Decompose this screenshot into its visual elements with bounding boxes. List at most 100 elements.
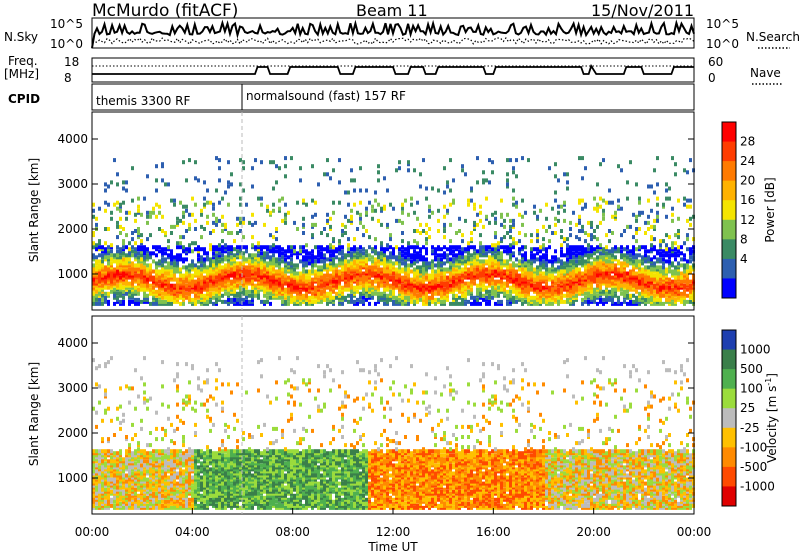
heatmap-cell (404, 271, 407, 276)
heatmap-cell (440, 267, 443, 272)
heatmap-cell (98, 289, 101, 294)
heatmap-cell (269, 255, 272, 260)
heatmap-cell (641, 245, 644, 250)
heatmap-cell (380, 283, 383, 288)
heatmap-cell (305, 249, 308, 254)
heatmap-cell (230, 231, 233, 235)
heatmap-cell (536, 281, 539, 286)
heatmap-cell (287, 287, 290, 292)
heatmap-cell (461, 233, 464, 238)
heatmap-cell (464, 285, 467, 290)
heatmap-cell (560, 275, 563, 280)
heatmap-cell (524, 251, 527, 256)
heatmap-cell (620, 291, 623, 296)
heatmap-cell (671, 249, 674, 254)
heatmap-cell (665, 297, 668, 302)
heatmap-cell (107, 291, 110, 296)
heatmap-cell (350, 214, 353, 219)
heatmap-cell (269, 249, 272, 254)
heatmap-cell (476, 255, 479, 260)
heatmap-cell (284, 202, 287, 207)
heatmap-cell (233, 283, 236, 288)
heatmap-cell (461, 239, 464, 244)
heatmap-cell (467, 283, 470, 288)
heatmap-cell (362, 224, 365, 229)
heatmap-cell (134, 297, 137, 302)
heatmap-cell (428, 261, 431, 266)
heatmap-cell (323, 273, 326, 278)
heatmap-cell (101, 267, 104, 272)
heatmap-cell (392, 283, 395, 288)
heatmap-cell (338, 257, 341, 262)
heatmap-cell (176, 289, 179, 294)
heatmap-cell (329, 297, 332, 302)
heatmap-cell (302, 293, 305, 298)
heatmap-cell (158, 259, 161, 264)
heatmap-cell (620, 267, 623, 272)
heatmap-cell (635, 214, 638, 219)
heatmap-cell (638, 297, 641, 302)
heatmap-cell (119, 208, 122, 213)
heatmap-cell (278, 283, 281, 288)
heatmap-cell (248, 289, 251, 294)
heatmap-cell (485, 251, 488, 256)
heatmap-cell (302, 283, 305, 288)
heatmap-cell (668, 235, 671, 240)
heatmap-cell (329, 176, 332, 181)
heatmap-cell (305, 275, 308, 280)
heatmap-cell (122, 180, 125, 185)
heatmap-cell (422, 289, 425, 294)
heatmap-cell (281, 251, 284, 256)
colorbar-tick-label: 20 (740, 174, 755, 188)
heatmap-cell (116, 257, 119, 262)
heatmap-cell (392, 299, 395, 304)
heatmap-cell (569, 293, 572, 298)
heatmap-cell (287, 261, 290, 266)
heatmap-cell (248, 253, 251, 258)
heatmap-cell (95, 366, 98, 371)
heatmap-cell (401, 253, 404, 258)
heatmap-cell (572, 265, 575, 270)
heatmap-cell (485, 259, 488, 264)
heatmap-cell (293, 220, 296, 225)
heatmap-cell (92, 233, 95, 238)
heatmap-cell (212, 220, 215, 225)
heatmap-cell (665, 214, 668, 219)
heatmap-cell (653, 293, 656, 298)
heatmap-cell (437, 289, 440, 294)
heatmap-cell (113, 259, 116, 264)
heatmap-cell (293, 249, 296, 254)
heatmap-cell (386, 255, 389, 260)
heatmap-cell (485, 285, 488, 290)
heatmap-cell (188, 212, 191, 217)
heatmap-cell (467, 289, 470, 294)
heatmap-cell (251, 243, 254, 248)
heatmap-cell (284, 220, 287, 225)
heatmap-cell (557, 257, 560, 262)
heatmap-cell (155, 253, 158, 258)
heatmap-cell (209, 243, 212, 248)
freq-label-2: [MHz] (4, 67, 39, 81)
heatmap-cell (674, 283, 677, 288)
heatmap-cell (530, 273, 533, 278)
heatmap-cell (230, 245, 233, 250)
heatmap-cell (677, 253, 680, 258)
heatmap-cell (542, 271, 545, 276)
heatmap-cell (359, 212, 362, 217)
heatmap-cell (686, 204, 689, 209)
heatmap-cell (584, 166, 587, 171)
heatmap-cell (212, 245, 215, 250)
heatmap-cell (515, 174, 518, 179)
heatmap-cell (194, 160, 197, 165)
heatmap-cell (281, 279, 284, 284)
heatmap-cell (560, 297, 563, 302)
heatmap-cell (455, 297, 458, 302)
heatmap-cell (260, 202, 263, 207)
heatmap-cell (509, 279, 512, 284)
heatmap-cell (437, 245, 440, 250)
heatmap-cell (404, 198, 407, 203)
heatmap-cell (452, 293, 455, 298)
heatmap-cell (656, 156, 659, 161)
heatmap-cell (359, 188, 362, 193)
heatmap-cell (278, 273, 281, 278)
